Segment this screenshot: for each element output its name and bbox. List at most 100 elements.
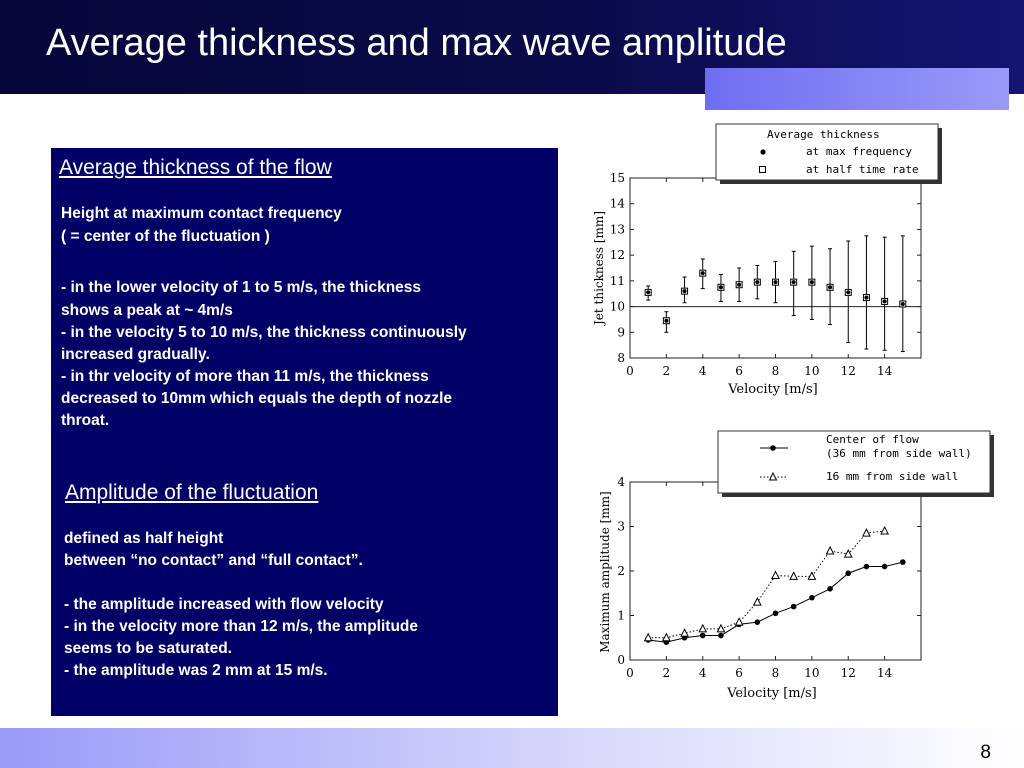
y-tick-label: 8 xyxy=(617,351,625,365)
x-tick-label: 0 xyxy=(626,666,634,680)
data-point-triangle xyxy=(698,623,708,633)
x-tick-label: 2 xyxy=(663,364,671,378)
data-point-triangle xyxy=(680,628,689,637)
data-point-circle xyxy=(791,280,796,285)
x-axis-label: Velocity [m/s] xyxy=(726,686,817,701)
data-point-triangle xyxy=(734,617,744,626)
y-tick-label: 12 xyxy=(610,248,625,262)
data-point-triangle xyxy=(843,548,853,558)
data-point-circle xyxy=(718,632,724,639)
y-axis-label: Maximum amplitude [mm] xyxy=(598,491,612,653)
section1-line: - in the lower velocity of 1 to 5 m/s, t… xyxy=(61,279,422,296)
data-point-circle xyxy=(900,302,905,306)
data-point-circle xyxy=(827,586,833,592)
legend-label: at half time rate xyxy=(806,163,919,176)
section1-line: shows a peak at ~ 4m/s xyxy=(61,302,233,319)
legend-label: at max frequency xyxy=(806,145,912,158)
x-tick-label: 14 xyxy=(877,666,893,680)
legend-title: Average thickness xyxy=(767,128,880,141)
slide-title: Average thickness and max wave amplitude xyxy=(46,22,787,64)
x-tick-label: 4 xyxy=(699,364,707,378)
series-line-dotted xyxy=(648,530,885,639)
y-tick-label: 0 xyxy=(617,653,625,667)
y-tick-label: 15 xyxy=(610,171,625,185)
x-tick-label: 0 xyxy=(626,364,634,378)
data-point-circle xyxy=(864,295,869,300)
y-tick-label: 3 xyxy=(617,520,625,534)
data-point-circle xyxy=(718,285,723,290)
accent-bar xyxy=(705,68,1009,110)
data-point-triangle xyxy=(643,632,653,642)
x-tick-label: 12 xyxy=(841,364,856,378)
y-tick-label: 2 xyxy=(617,564,625,578)
x-tick-label: 12 xyxy=(841,666,856,680)
data-point-triangle xyxy=(880,525,890,535)
data-point-circle xyxy=(646,290,651,295)
data-point-triangle xyxy=(862,528,871,537)
y-tick-label: 4 xyxy=(617,475,625,489)
data-point-circle xyxy=(828,285,833,290)
text-panel: Average thickness of the flow Height at … xyxy=(51,148,558,716)
data-point-circle xyxy=(809,280,814,285)
y-axis-label: Jet thickness [mm] xyxy=(592,211,606,327)
section1-line: throat. xyxy=(61,412,110,429)
data-point-circle xyxy=(809,594,815,601)
data-point-triangle xyxy=(752,597,762,606)
y-tick-label: 11 xyxy=(610,274,625,288)
section2-line: - the amplitude was 2 mm at 15 m/s. xyxy=(64,662,328,679)
section2-line: - the amplitude increased with flow velo… xyxy=(64,596,384,613)
legend-box xyxy=(717,430,991,494)
y-tick-label: 14 xyxy=(610,197,626,211)
data-point-triangle xyxy=(825,545,835,555)
data-point-circle xyxy=(700,271,705,276)
legend-marker-square xyxy=(759,166,766,173)
data-point-circle xyxy=(755,280,760,285)
section1-line: decreased to 10mm which equals the depth… xyxy=(61,390,453,407)
x-tick-label: 4 xyxy=(699,666,707,680)
footer-bar xyxy=(0,728,1024,768)
section1-line: Height at maximum contact frequency xyxy=(61,205,342,222)
x-tick-label: 8 xyxy=(772,666,780,680)
page-number: 8 xyxy=(980,742,991,763)
legend-box xyxy=(715,123,939,181)
section2-line: - in the velocity more than 12 m/s, the … xyxy=(64,618,418,635)
y-tick-label: 9 xyxy=(617,325,625,339)
y-tick-label: 13 xyxy=(610,222,625,236)
section1-line: ( = center of the fluctuation ) xyxy=(61,228,270,245)
data-point-circle xyxy=(900,559,906,565)
data-point-circle xyxy=(754,619,761,625)
data-point-circle xyxy=(881,563,888,570)
data-point-triangle xyxy=(716,623,726,633)
data-point-circle xyxy=(682,289,687,294)
data-point-circle xyxy=(863,563,870,570)
legend-marker-circle xyxy=(760,149,766,155)
legend-marker-triangle xyxy=(768,471,778,481)
data-point-circle xyxy=(882,299,887,304)
x-tick-label: 6 xyxy=(735,666,743,680)
section1-line: - in the velocity 5 to 10 m/s, the thick… xyxy=(61,324,467,341)
data-point-circle xyxy=(737,282,742,287)
data-point-circle xyxy=(699,632,706,639)
legend-label: 16 mm from side wall xyxy=(826,470,958,483)
legend-label: Center of flow xyxy=(826,433,919,446)
data-point-circle xyxy=(773,280,778,285)
y-tick-label: 10 xyxy=(610,300,625,314)
legend-label: (36 mm from side wall) xyxy=(826,447,972,460)
data-point-circle xyxy=(790,603,797,610)
section2-line: defined as half height xyxy=(64,530,224,547)
data-point-triangle xyxy=(789,571,799,580)
section1-heading: Average thickness of the flow xyxy=(59,156,332,179)
data-point-circle xyxy=(772,610,779,617)
section2-line: seems to be saturated. xyxy=(64,640,232,657)
x-tick-label: 10 xyxy=(804,364,819,378)
data-point-triangle xyxy=(661,632,671,642)
data-point-triangle xyxy=(807,571,817,580)
x-tick-label: 10 xyxy=(804,666,819,680)
section2-heading: Amplitude of the fluctuation xyxy=(65,481,319,504)
data-point-circle xyxy=(664,318,669,323)
legend-marker-circle xyxy=(770,445,776,451)
data-point-circle xyxy=(846,290,851,295)
x-tick-label: 2 xyxy=(663,666,671,680)
